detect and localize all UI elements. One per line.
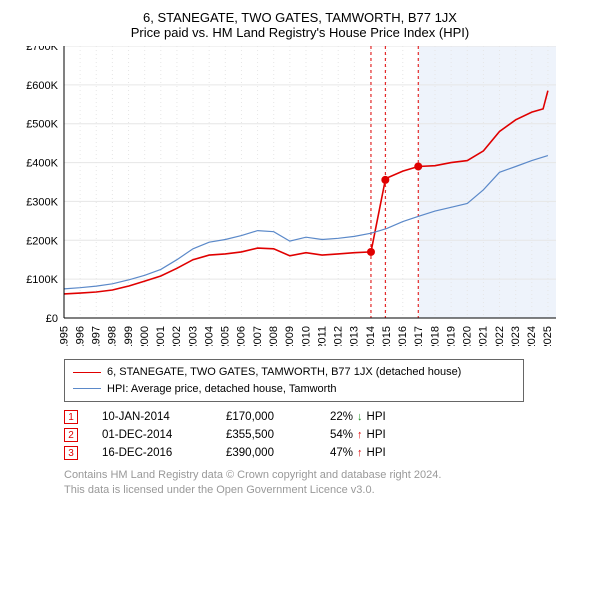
- event-row: 3 16-DEC-2016 £390,000 47% ↑ HPI: [64, 444, 524, 462]
- x-tick-label: 2021: [478, 326, 490, 346]
- y-tick-label: £500K: [26, 119, 58, 131]
- legend-row: HPI: Average price, detached house, Tamw…: [73, 381, 515, 398]
- x-tick-label: 2005: [220, 326, 232, 346]
- legend-row: 6, STANEGATE, TWO GATES, TAMWORTH, B77 1…: [73, 364, 515, 381]
- legend-label: HPI: Average price, detached house, Tamw…: [107, 381, 337, 398]
- footer-line1: Contains HM Land Registry data © Crown c…: [64, 468, 564, 483]
- x-tick-label: 2002: [171, 326, 183, 346]
- event-row-marker: 1: [64, 410, 78, 424]
- event-suffix: HPI: [367, 447, 386, 459]
- x-tick-label: 2018: [429, 326, 441, 346]
- chart-svg: £0 £100K £200K £300K £400K £500K £600K £700K 199…: [16, 46, 556, 346]
- y-tick-label: £300K: [26, 196, 58, 208]
- x-tick-label: 2022: [494, 326, 506, 346]
- y-tick-label: £100K: [26, 274, 58, 286]
- x-tick-label: 2015: [381, 326, 393, 346]
- event-row: 1 10-JAN-2014 £170,000 22% ↓ HPI: [64, 408, 524, 426]
- x-tick-label: 1995: [58, 326, 70, 346]
- x-tick-label: 2024: [526, 326, 538, 346]
- event-suffix: HPI: [367, 429, 386, 441]
- arrow-up-icon: ↑: [357, 430, 363, 441]
- event-row-marker: 3: [64, 446, 78, 460]
- arrow-down-icon: ↓: [357, 412, 363, 423]
- chart: £0 £100K £200K £300K £400K £500K £600K £700K 199…: [16, 46, 584, 351]
- x-tick-label: 2012: [333, 326, 345, 346]
- x-tick-label: 2016: [397, 326, 409, 346]
- x-tick-label: 2017: [413, 326, 425, 346]
- x-tick-label: 2010: [300, 326, 312, 346]
- x-tick-label: 2009: [284, 326, 296, 346]
- x-tick-label: 2007: [252, 326, 264, 346]
- x-tick-label: 2019: [445, 326, 457, 346]
- event-date: 16-DEC-2016: [102, 447, 202, 459]
- event-date: 10-JAN-2014: [102, 411, 202, 423]
- title-address: 6, STANEGATE, TWO GATES, TAMWORTH, B77 1…: [16, 10, 584, 25]
- legend-swatch: [73, 388, 101, 389]
- event-price: £355,500: [226, 429, 306, 441]
- y-tick-label: £200K: [26, 235, 58, 247]
- x-tick-label: 2003: [187, 326, 199, 346]
- x-tick-label: 2020: [462, 326, 474, 346]
- event-delta: 47% ↑ HPI: [330, 447, 386, 459]
- event-pct: 22%: [330, 411, 353, 423]
- title-subtitle: Price paid vs. HM Land Registry's House …: [16, 25, 584, 40]
- event-pct: 47%: [330, 447, 353, 459]
- footer-line2: This data is licensed under the Open Gov…: [64, 483, 564, 498]
- y-tick-label: £0: [46, 313, 58, 325]
- shade-future: [419, 46, 556, 318]
- x-tick-label: 1996: [74, 326, 86, 346]
- footer: Contains HM Land Registry data © Crown c…: [64, 468, 564, 498]
- legend: 6, STANEGATE, TWO GATES, TAMWORTH, B77 1…: [64, 359, 524, 402]
- x-tick-label: 2004: [203, 326, 215, 346]
- event-price: £390,000: [226, 447, 306, 459]
- event-row: 2 01-DEC-2014 £355,500 54% ↑ HPI: [64, 426, 524, 444]
- chart-container: 6, STANEGATE, TWO GATES, TAMWORTH, B77 1…: [0, 0, 600, 508]
- event-pct: 54%: [330, 429, 353, 441]
- event-price: £170,000: [226, 411, 306, 423]
- x-tick-label: 1999: [123, 326, 135, 346]
- x-tick-label: 2008: [268, 326, 280, 346]
- x-tick-label: 2000: [139, 326, 151, 346]
- event-dot: [367, 248, 375, 256]
- x-tick-label: 2011: [316, 326, 328, 346]
- arrow-up-icon: ↑: [357, 448, 363, 459]
- x-tick-label: 2013: [349, 326, 361, 346]
- legend-label: 6, STANEGATE, TWO GATES, TAMWORTH, B77 1…: [107, 364, 461, 381]
- y-tick-label: £400K: [26, 158, 58, 170]
- x-tick-label: 2025: [542, 326, 554, 346]
- x-tick-label: 2001: [155, 326, 167, 346]
- x-tick-label: 2006: [236, 326, 248, 346]
- event-delta: 54% ↑ HPI: [330, 429, 386, 441]
- x-tick-label: 2023: [510, 326, 522, 346]
- event-row-marker: 2: [64, 428, 78, 442]
- event-suffix: HPI: [367, 411, 386, 423]
- event-date: 01-DEC-2014: [102, 429, 202, 441]
- x-tick-label: 1997: [91, 326, 103, 346]
- event-dot: [381, 176, 389, 184]
- title-block: 6, STANEGATE, TWO GATES, TAMWORTH, B77 1…: [16, 10, 584, 40]
- events-table: 1 10-JAN-2014 £170,000 22% ↓ HPI 2 01-DEC-2014 £…: [64, 408, 524, 462]
- x-tick-label: 2014: [365, 326, 377, 346]
- x-tick-label: 1998: [107, 326, 119, 346]
- event-dot: [414, 162, 422, 170]
- y-tick-label: £700K: [26, 46, 58, 53]
- y-tick-label: £600K: [26, 80, 58, 92]
- event-delta: 22% ↓ HPI: [330, 411, 386, 423]
- legend-swatch: [73, 372, 101, 373]
